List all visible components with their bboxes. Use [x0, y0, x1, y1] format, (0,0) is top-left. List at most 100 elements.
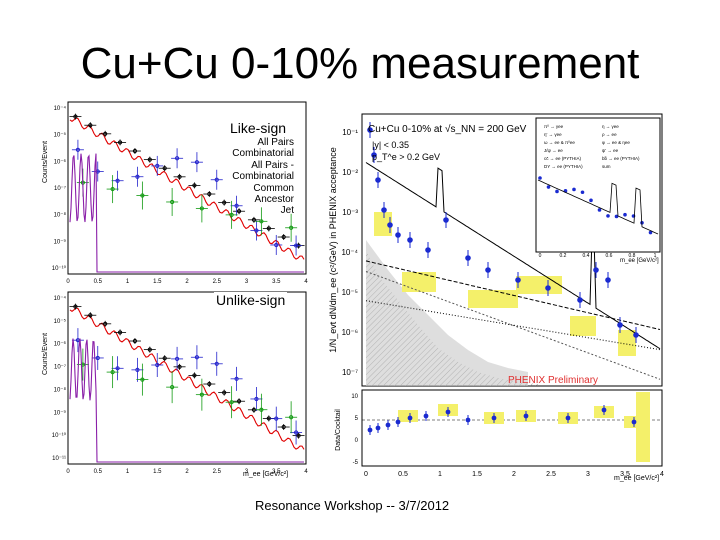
top-y-axis-label: Counts/Event [42, 141, 49, 183]
right-plot-panel: Cu+Cu 0-10% at √s_NN = 200 GeV |y| < 0.3… [318, 100, 670, 482]
top-allpairs-point [147, 157, 152, 162]
slide-footer: Resonance Workshop -- 3/7/2012 [255, 498, 450, 513]
top-y-tick: 10⁻⁴ [54, 105, 67, 112]
top-jet-curve [69, 153, 304, 273]
top-x-tick: 3 [245, 279, 249, 285]
bottom-subtracted-point [115, 366, 120, 371]
right-y-tick: 10⁻⁴ [341, 248, 358, 257]
top-allpairs-point [236, 209, 242, 214]
inset-legend-entry: π⁰ → γee [544, 124, 564, 129]
inset-data-point [546, 185, 551, 189]
bottom-x-tick: 1.5 [153, 469, 162, 475]
top-allpairs-point [88, 123, 93, 128]
bottom-allpairs-point [117, 330, 123, 335]
bottom-subtracted-point [234, 376, 239, 381]
bottom-subtracted-point [274, 416, 279, 421]
bottom-allpairs-point [281, 424, 286, 430]
inset-data-point [648, 230, 653, 235]
top-combinatorial-curve [69, 117, 305, 260]
bottom-x-tick: 3 [245, 469, 249, 475]
bottom-x-tick: 0 [66, 469, 70, 475]
unlike-sign-label: Unlike-sign [214, 292, 288, 308]
top-x-tick: 2.5 [213, 279, 222, 285]
ratio-point [523, 413, 529, 419]
legend-line-4: Combinatorial [232, 171, 294, 183]
left-x-axis-label: m_ee [GeV/c²] [243, 471, 288, 478]
inset-x-tick: 0 [539, 253, 542, 259]
top-x-tick: 1.5 [153, 279, 162, 285]
top-subtracted-point [293, 243, 299, 248]
inset-data-point [580, 190, 585, 195]
right-cut-pt: p_T^e > 0.2 GeV [372, 152, 440, 162]
ratio-point [375, 425, 381, 431]
top-subtracted-point [274, 242, 279, 248]
bottom-allpairs-point [88, 313, 93, 318]
ratio-point [445, 409, 451, 415]
top-y-tick: 10⁻⁶ [54, 158, 67, 165]
bottom-subtracted-point [155, 362, 160, 368]
data-point [387, 222, 393, 228]
inset-legend-entry: ψ' → ee [602, 148, 619, 153]
top-subtracted-point [194, 160, 200, 165]
legend-line-5: Common [253, 182, 294, 194]
right-x-tick: 0 [364, 471, 368, 478]
cocktail-grey-area [366, 240, 528, 386]
top-y-tick: 10⁻¹⁰ [52, 265, 67, 272]
data-point [633, 332, 639, 338]
inset-legend-entry: sum [602, 164, 611, 169]
top-subtracted-point [234, 203, 239, 208]
right-x-tick: 3 [586, 471, 590, 478]
bottom-allpairs-point [192, 373, 197, 378]
right-y-tick: 10⁻⁷ [342, 368, 358, 377]
right-x-tick: 1 [438, 471, 442, 478]
inset-legend-entry: ρ → ee [602, 132, 617, 137]
ratio-band-large [636, 392, 650, 462]
top-x-tick: 2 [185, 279, 189, 285]
inset-legend-entry: DY → ee (PYTHIA) [544, 164, 583, 169]
bottom-subtracted-point [135, 367, 140, 372]
inset-data-point [572, 187, 576, 192]
systematic-band [374, 212, 392, 236]
top-ancestor-point [170, 199, 175, 205]
ratio-point [565, 415, 571, 421]
bottom-allpairs-point [236, 399, 242, 404]
bottom-ancestor-point [170, 385, 175, 390]
bottom-allpairs-point [132, 338, 138, 344]
ratio-point [491, 415, 497, 421]
like-sign-label: Like-sign [228, 120, 289, 136]
inset-legend-entry: ω → ee & π⁰ee [544, 140, 575, 145]
top-ancestor-point [229, 212, 234, 217]
right-y-axis-label: 1/N_evt dN/dm_ee (c²/GeV) in PHENIX acce… [328, 147, 338, 353]
right-x-tick: 0.5 [398, 471, 408, 478]
right-x-axis-label: m_ee [GeV/c²] [614, 475, 659, 482]
top-allpairs-point [222, 200, 227, 205]
top-ancestor-point [259, 219, 264, 224]
right-y-tick: 10⁻⁶ [342, 328, 358, 337]
ratio-y-tick: 5 [355, 416, 359, 422]
drell-yan-curve [365, 271, 661, 380]
ratio-point [601, 407, 607, 413]
right-y-tick: 10⁻⁵ [342, 288, 358, 297]
bottom-y-tick: 10⁻⁸ [54, 386, 67, 393]
data-point [593, 267, 599, 273]
right-y-tick: 10⁻¹ [342, 128, 358, 137]
data-point [577, 297, 583, 303]
data-point [375, 177, 381, 183]
bottom-y-tick: 10⁻⁹ [54, 409, 67, 416]
data-point [425, 247, 431, 253]
bottom-ancestor-point [140, 377, 145, 382]
top-subtracted-point [214, 177, 219, 182]
data-point [407, 237, 413, 243]
legend-line-2: Combinatorial [232, 148, 294, 160]
ratio-point [367, 427, 373, 433]
bottom-y-tick: 10⁻¹¹ [52, 456, 66, 462]
top-y-tick: 10⁻⁸ [54, 212, 67, 219]
legend-line-6: Ancestor [254, 194, 294, 206]
bottom-allpairs-point [177, 364, 182, 369]
systematic-band [570, 316, 596, 336]
top-allpairs-point [103, 131, 108, 136]
ratio-y-tick: 10 [351, 394, 358, 400]
data-point [545, 285, 551, 291]
bottom-x-tick: 2 [185, 469, 189, 475]
bottom-allpairs-point [296, 433, 301, 438]
